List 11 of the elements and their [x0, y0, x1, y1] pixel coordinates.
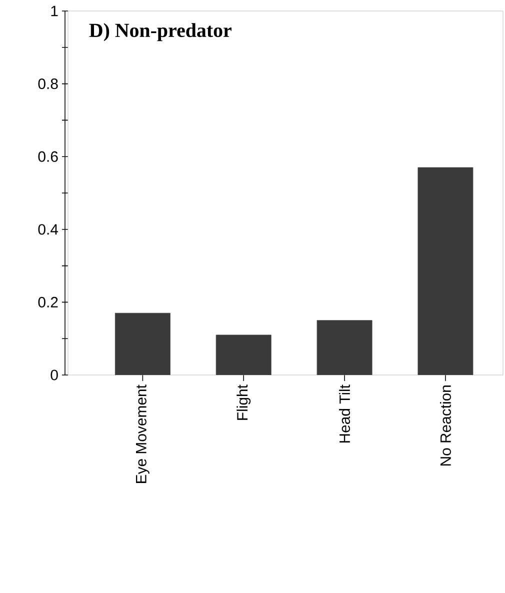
x-tick-label: No Reaction: [440, 386, 451, 466]
y-tick-label: 1: [51, 6, 58, 16]
x-tick-label: Eye Movement: [136, 384, 150, 483]
y-tick-label: 0.2: [38, 296, 58, 308]
x-tick-label: Head Tilt: [339, 384, 350, 443]
x-tick-label: Flight: [236, 384, 251, 420]
y-tick-label: 0.8: [38, 78, 58, 90]
y-tick-label: 0: [50, 370, 58, 380]
text: D) Non-predator: [89, 23, 232, 42]
y-tick-label: 0.6: [38, 151, 58, 162]
y-tick-label: 0.4: [38, 224, 58, 235]
